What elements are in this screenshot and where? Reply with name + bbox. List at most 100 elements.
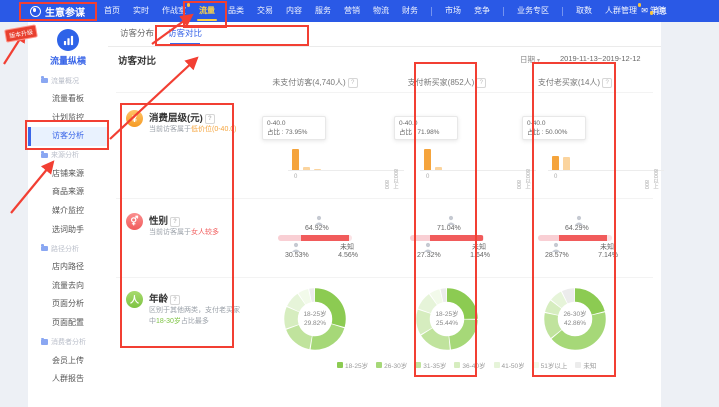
- tab-visitor-distribution[interactable]: 访客分布: [120, 28, 155, 38]
- sidebar-item-页面分析[interactable]: 页面分析: [52, 299, 84, 309]
- sidebar-item-访客分析[interactable]: 访客分析: [28, 127, 108, 146]
- unknown-percent: 4.56%: [338, 252, 358, 259]
- top-navbar: 生意参谋 首页 实时 作战室 流量 品类 交易 内容 服务 营销 物流 财务 市场 竞争 业务专区 取数 人群…: [0, 0, 719, 22]
- nav-item-竞争[interactable]: 竞争: [474, 6, 490, 15]
- gender-bar: [410, 235, 484, 241]
- nav-item-营销[interactable]: 营销: [344, 6, 360, 15]
- sidebar-menu: 流量概况 流量看板 计划监控 访客分析 来源分析 店铺来源 商品来源 媒介监控 选词助手 路径分析…: [28, 71, 108, 389]
- male-percent: 28.57%: [545, 252, 569, 259]
- help-icon[interactable]: ?: [170, 295, 181, 305]
- legend-item-未知[interactable]: 未知: [575, 360, 596, 370]
- folder-icon: [41, 337, 48, 345]
- sidebar-item-媒介监控[interactable]: 媒介监控: [52, 205, 84, 215]
- donut-segment: [284, 288, 346, 350]
- sidebar-item-流量看板[interactable]: 流量看板: [52, 94, 84, 103]
- messages-button[interactable]: ✉ 消息: [641, 0, 667, 22]
- age-donut-unpaid: 18-25岁 29.82%: [282, 286, 348, 352]
- help-icon[interactable]: ?: [170, 217, 181, 227]
- date-filter[interactable]: 日期: [520, 54, 540, 65]
- x-axis: [288, 170, 404, 171]
- unknown-percent: 7.14%: [598, 252, 618, 259]
- female-person-icon: [446, 215, 456, 225]
- nav-item-市场[interactable]: 市场: [445, 6, 461, 15]
- nav-item-人群管理[interactable]: 人群管理: [605, 0, 641, 22]
- gender-segment-female: [430, 235, 483, 241]
- sidebar-item-会员上传[interactable]: 会员上传: [52, 355, 84, 365]
- tab-visitor-comparison[interactable]: 访客对比: [168, 22, 202, 45]
- sidebar-item-商品来源[interactable]: 商品来源: [52, 187, 84, 197]
- nav-item-服务[interactable]: 服务: [315, 6, 331, 15]
- notification-dot: [649, 11, 653, 15]
- nav-divider: [503, 6, 504, 16]
- gender-icon: ⚥: [126, 213, 143, 230]
- legend-item-51岁以上[interactable]: 51岁以上: [532, 360, 567, 370]
- help-icon[interactable]: ?: [602, 78, 613, 88]
- bar: [563, 156, 570, 171]
- legend-item-36-40岁[interactable]: 36-40岁: [454, 360, 486, 370]
- nav-item-学院[interactable]: 学院: [650, 6, 666, 15]
- gender-bar: [278, 235, 352, 241]
- sidebar-group-来源分析: 来源分析: [28, 146, 108, 165]
- x-tick: 0: [294, 174, 298, 180]
- nav-item-作战室[interactable]: 作战室: [162, 0, 190, 22]
- help-icon[interactable]: ?: [347, 78, 358, 88]
- legend-swatch: [532, 362, 539, 368]
- nav-item-业务专区[interactable]: 业务专区: [517, 6, 549, 15]
- divider: [116, 92, 653, 93]
- nav-item-流量[interactable]: 流量: [197, 0, 217, 22]
- age-row-desc: 区别于其他两类，支付老买家中18-30岁占比最多: [149, 307, 240, 325]
- nav-item-取数[interactable]: 取数: [576, 6, 592, 15]
- app-logo[interactable]: 生意参谋: [30, 4, 85, 19]
- age-legend: 18-25岁 26-30岁 31-35岁 36-40岁 41-50岁 51岁以上 未知: [337, 360, 596, 370]
- sidebar-item-页面配置[interactable]: 页面配置: [52, 317, 84, 327]
- navbar-items: 首页 实时 作战室 流量 品类 交易 内容 服务 营销 物流 财务 市场 竞争 业务专区 取数 人群管理 学院: [104, 0, 666, 22]
- legend-swatch: [376, 362, 383, 368]
- column-header-unpaid: 未支付访客(4,740人)?: [245, 77, 385, 88]
- gender-segment-male: [538, 235, 560, 241]
- sidebar-item-流量去向[interactable]: 流量去向: [52, 280, 84, 290]
- female-percent: 64.92%: [305, 225, 329, 232]
- nav-item-品类[interactable]: 品类: [228, 6, 244, 15]
- gender-segment-unknown: [348, 235, 352, 241]
- consumption-chart-old-buyers: 0-40.0 占比 : 50.00% 0 800 800以上: [522, 112, 664, 190]
- nav-item-首页[interactable]: 首页: [104, 6, 120, 15]
- folder-icon: [41, 244, 48, 252]
- legend-item-18-25岁[interactable]: 18-25岁: [337, 360, 368, 370]
- legend-swatch: [454, 362, 461, 368]
- page-title: 访客对比: [118, 56, 157, 67]
- legend-swatch: [337, 362, 343, 368]
- gender-segment-female: [300, 235, 349, 241]
- legend-item-41-50岁[interactable]: 41-50岁: [493, 360, 525, 370]
- sidebar-item-选词助手[interactable]: 选词助手: [52, 224, 84, 234]
- donut-segment: [284, 288, 346, 350]
- nav-item-交易[interactable]: 交易: [257, 6, 273, 15]
- sidebar-item-人群报告[interactable]: 人群报告: [52, 374, 84, 384]
- bar: [424, 149, 431, 171]
- sidebar: 流量纵横 流量概况 流量看板 计划监控 访客分析 来源分析 店铺来源 商品来源 媒介监控 选词助…: [28, 22, 108, 407]
- female-percent: 71.04%: [437, 225, 461, 232]
- nav-item-实时[interactable]: 实时: [133, 6, 149, 15]
- nav-item-财务[interactable]: 财务: [402, 6, 418, 15]
- legend-item-31-35岁[interactable]: 31-35岁: [415, 360, 446, 370]
- legend-item-26-30岁[interactable]: 26-30岁: [376, 360, 407, 370]
- folder-icon: [41, 76, 48, 84]
- help-icon[interactable]: ?: [476, 78, 487, 88]
- nav-item-内容[interactable]: 内容: [286, 6, 302, 15]
- chart-tooltip: 0-40.0 占比 : 71.98%: [394, 116, 458, 140]
- chart-tooltip: 0-40.0 占比 : 73.95%: [262, 116, 326, 140]
- divider: [116, 198, 653, 199]
- date-range-value[interactable]: 2019-11-13~2019-12-12: [560, 54, 641, 63]
- sidebar-item-计划监控[interactable]: 计划监控: [52, 112, 84, 122]
- tab-bar: 访客分布 访客对比: [108, 22, 661, 47]
- gender-bar: [538, 235, 612, 241]
- male-percent: 27.32%: [417, 252, 441, 259]
- nav-item-物流[interactable]: 物流: [373, 6, 389, 15]
- unknown-label: 未知: [600, 244, 614, 251]
- sidebar-item-店内路径[interactable]: 店内路径: [52, 262, 84, 272]
- sidebar-item-店铺来源[interactable]: 店铺来源: [52, 168, 84, 178]
- help-icon[interactable]: ?: [204, 114, 215, 124]
- x-tick: 0: [554, 174, 558, 180]
- gender-segment-female: [559, 235, 607, 241]
- chart-tooltip: 0-40.0 占比 : 50.00%: [522, 116, 586, 140]
